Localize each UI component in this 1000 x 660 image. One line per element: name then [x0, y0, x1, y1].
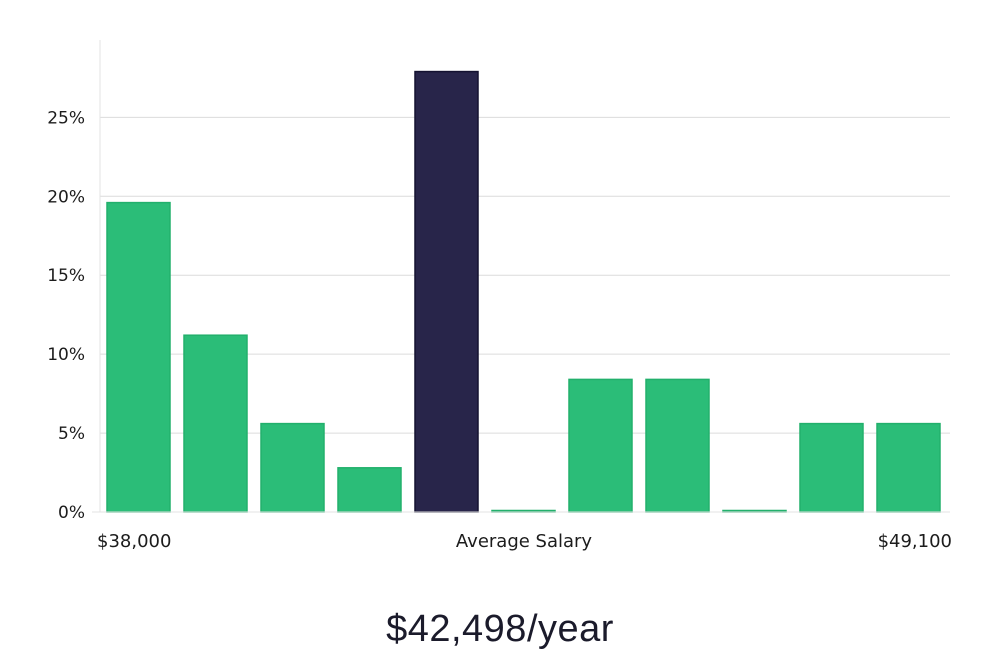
y-tick-label: 10% [47, 345, 85, 365]
bar [645, 378, 710, 513]
bar-highlighted [414, 70, 479, 513]
bar [876, 422, 941, 513]
average-salary-value: $42,498/year [386, 608, 614, 650]
bar [568, 378, 633, 513]
salary-histogram: 0%5%10%15%20%25% $38,000 Average Salary … [47, 40, 952, 552]
y-tick-label: 20% [47, 187, 85, 207]
x-max-label: $49,100 [878, 531, 952, 552]
bar [799, 422, 864, 513]
bar [337, 467, 402, 513]
bar [106, 201, 171, 513]
x-axis-title: Average Salary [456, 531, 593, 552]
bar [183, 334, 248, 513]
y-tick-label: 15% [47, 266, 85, 286]
bar [260, 422, 325, 513]
y-axis-ticks: 0% 5% 10% 15% 20% 25% [47, 108, 85, 523]
bars [106, 70, 941, 513]
x-min-label: $38,000 [97, 531, 171, 552]
y-tick-label: 5% [58, 424, 85, 444]
y-tick-label: 0% [58, 503, 85, 523]
y-tick-label: 25% [47, 108, 85, 128]
